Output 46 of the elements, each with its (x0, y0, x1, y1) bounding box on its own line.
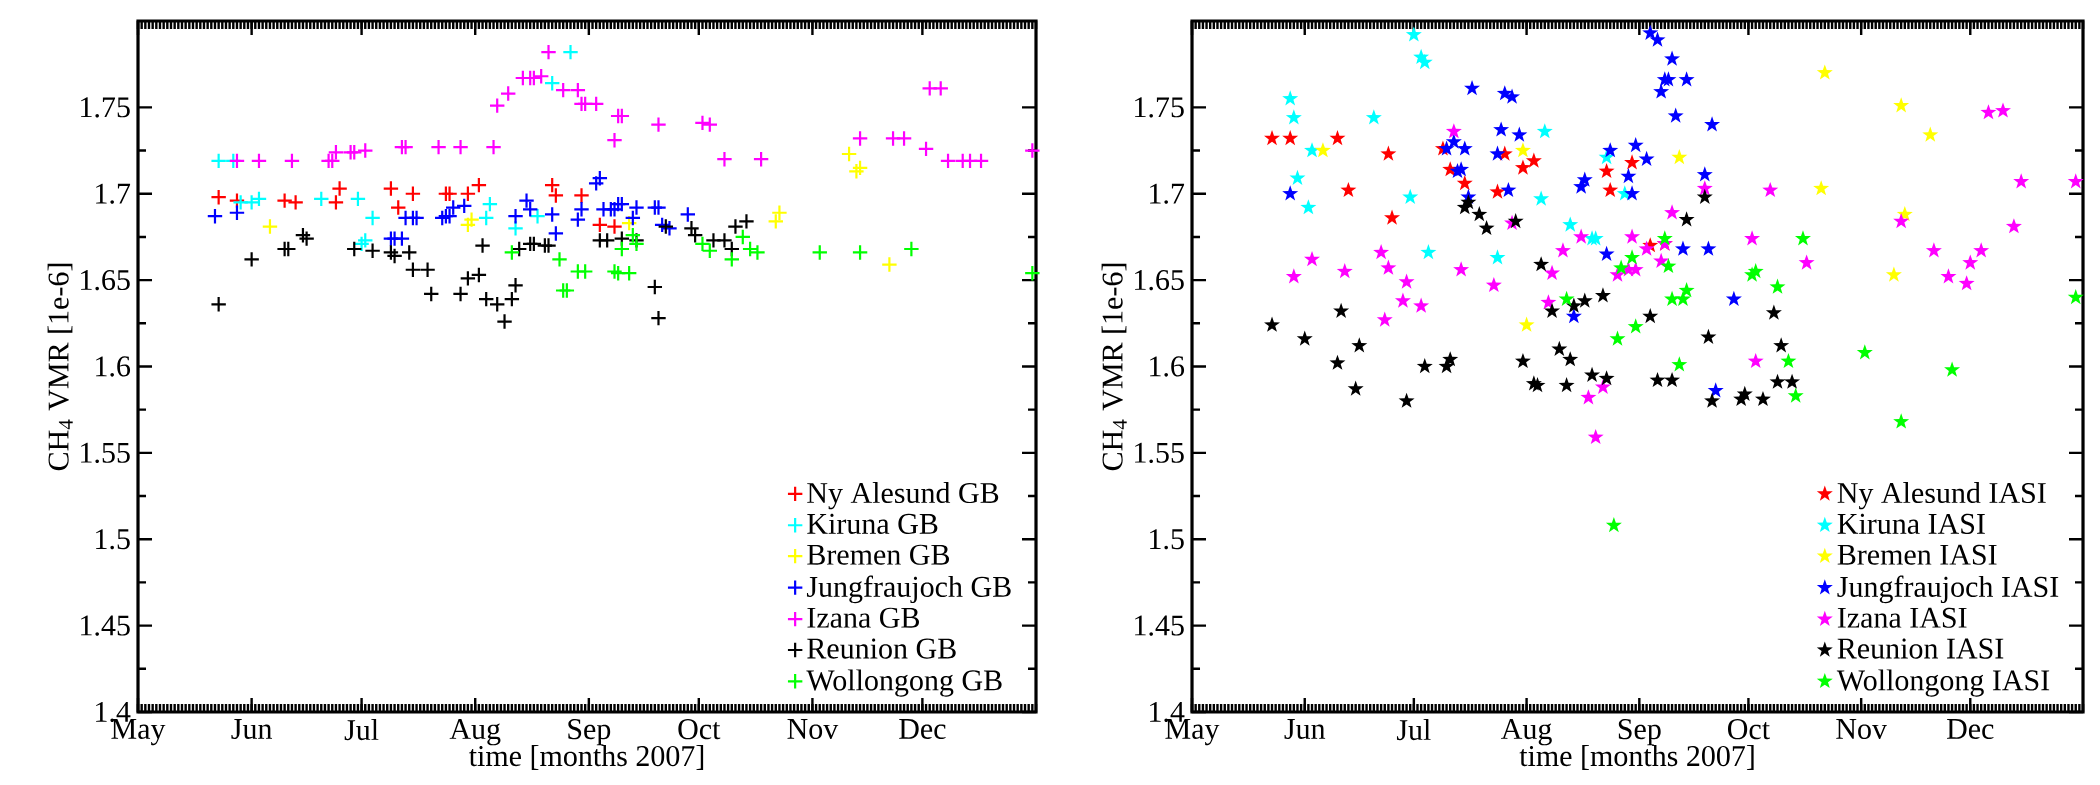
x-tick-label: Sep (1618, 719, 1661, 746)
legend-label: Ny Alesund IASI (1837, 482, 2046, 510)
y-tick-label: 1.55 (81, 442, 130, 463)
legend-label: Izana IASI (1837, 607, 1967, 628)
x-tick-label: Jun (1284, 719, 1326, 739)
legend-label: Reunion IASI (1837, 638, 2004, 659)
legend-label: Bremen GB (807, 544, 950, 565)
legend-label: Kiruna GB (807, 513, 938, 534)
x-tick-label: Aug (1501, 719, 1552, 746)
x-axis-title: time [months 2007] (468, 745, 704, 770)
y-tick-label: 1.55 (1135, 442, 1184, 463)
y-tick-label: 1.45 (1135, 615, 1184, 636)
legend-label: Wollongong GB (806, 669, 1002, 697)
y-tick-label: 1.7 (96, 183, 131, 204)
x-tick-label: Aug (449, 719, 501, 746)
x-tick-label: Dec (899, 719, 946, 739)
x-tick-label: Jun (231, 719, 273, 739)
x-tick-label: Nov (1836, 719, 1887, 739)
x-tick-label: Nov (787, 719, 839, 739)
legend-label: Reunion GB (807, 638, 956, 659)
y-tick-label: 1.6 (1150, 356, 1185, 377)
y-tick-label: 1.5 (1150, 529, 1184, 550)
legend-label: Bremen IASI (1837, 544, 1997, 565)
y-tick-label: 1.75 (1135, 97, 1184, 118)
y-axis-title: CH$_{4}$ VMR [1e-6] (1101, 263, 1127, 471)
legend-label: Jungfraujoch GB (806, 575, 1011, 604)
y-tick-label: 1.7 (1150, 183, 1185, 204)
y-tick-label: 1.65 (81, 269, 130, 291)
x-axis-title: time [months 2007] (1519, 745, 1754, 770)
x-tick-label: Jul (344, 719, 379, 741)
legend-label: Jungfraujoch IASI (1837, 575, 2059, 604)
legend-label: Wollongong IASI (1836, 669, 2050, 697)
legend-label: Izana GB (807, 607, 919, 628)
x-tick-label: Oct (678, 719, 721, 740)
legend-label: Kiruna IASI (1837, 513, 1985, 534)
y-tick-label: 1.45 (81, 615, 130, 636)
x-tick-label: Dec (1947, 719, 1994, 739)
y-axis-title: CH$_{4}$ VMR [1e-6] (47, 263, 73, 471)
y-tick-label: 1.5 (96, 529, 130, 550)
y-tick-label: 1.65 (1135, 269, 1184, 291)
x-tick-label: Sep (568, 719, 611, 746)
y-tick-label: 1.75 (81, 97, 130, 118)
legend-label: Ny Alesund GB (807, 482, 999, 510)
x-tick-label: Oct (1727, 719, 1770, 740)
y-tick-label: 1.6 (96, 356, 131, 377)
x-tick-label: Jul (1396, 719, 1431, 741)
